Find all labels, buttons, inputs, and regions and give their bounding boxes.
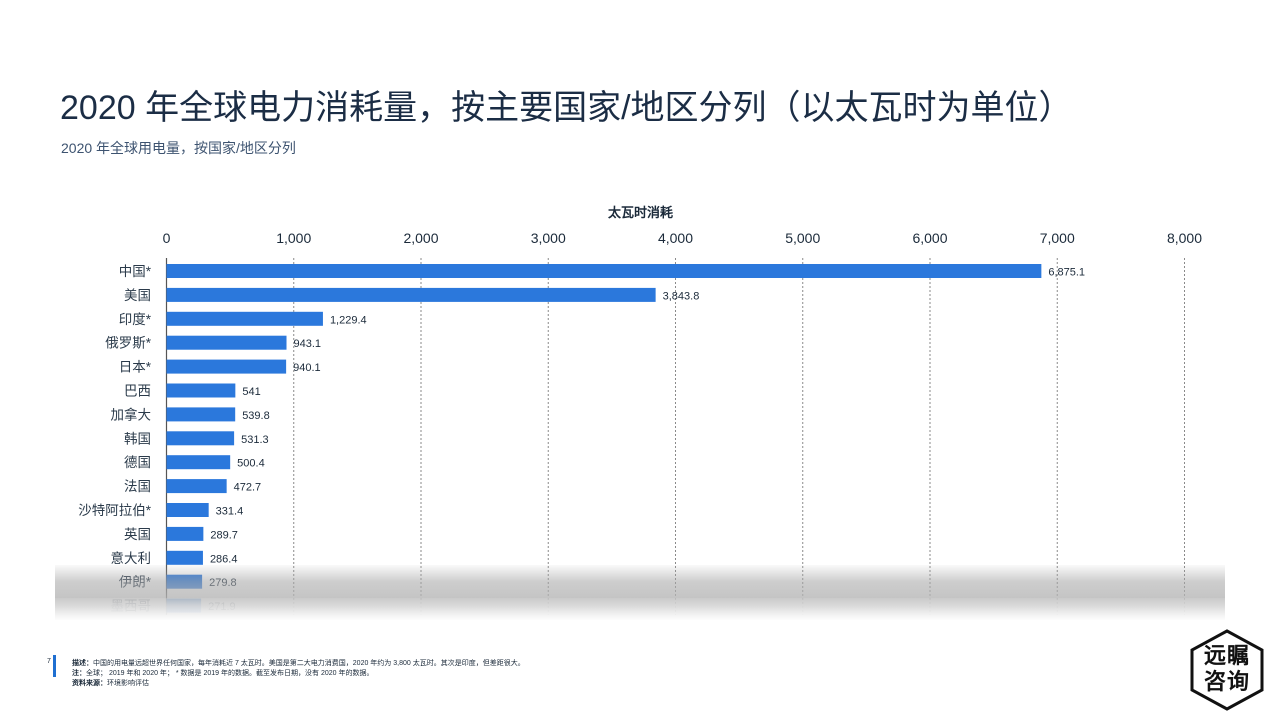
logo-line-1: 远瞩 [1203,643,1250,668]
logo-text: 远瞩 咨询 [1189,643,1265,695]
bar [166,550,203,565]
source-text: 环境影响评估 [107,680,149,687]
bar [166,526,204,541]
value-label: 3,843.8 [663,290,700,302]
scroll-fade-bottom [55,598,1225,620]
value-label: 500.4 [237,458,265,470]
value-label: 286.4 [210,553,238,565]
bar [166,407,236,422]
value-label: 539.8 [242,410,270,422]
value-label: 943.1 [294,338,322,350]
bar [166,383,236,398]
category-label: 日本* [119,360,152,375]
bar [166,455,231,470]
note-text: 全球； 2019 年和 2020 年； * 数据是 2019 年的数据。截至发布… [86,670,374,677]
x-tick-label: 7,000 [1040,230,1075,246]
company-logo: 远瞩 咨询 [1189,629,1265,711]
bar [166,503,209,517]
x-tick-label: 2,000 [403,230,438,246]
note-line: 注：全球； 2019 年和 2020 年； * 数据是 2019 年的数据。截至… [72,669,525,679]
page-number: 7 [47,658,51,665]
bar [166,264,1042,278]
source-line: 资料来源：环境影响评估 [72,679,525,689]
notes-accent-bar [53,655,56,677]
category-label: 中国* [119,264,152,279]
page-title: 2020 年全球电力消耗量，按主要国家/地区分列（以太瓦时为单位） [60,89,1073,127]
value-label: 940.1 [293,362,321,374]
description-label: 描述： [72,660,93,667]
x-axis-title: 太瓦时消耗 [607,205,673,220]
category-label: 德国 [124,455,151,470]
category-label: 沙特阿拉伯* [78,503,151,518]
bar [166,479,227,494]
x-tick-label: 8,000 [1167,230,1202,246]
x-tick-label: 0 [163,230,171,246]
value-label: 541 [242,386,260,398]
logo-hexagon-icon [1190,629,1264,711]
value-label: 331.4 [216,506,244,518]
source-label: 资料来源： [72,680,107,687]
bar-chart: 太瓦时消耗 0 1,000 2,000 3,000 4,000 5,000 6,000 7,00… [78,205,1202,615]
description-text: 中国的用电量远超世界任何国家，每年消耗近 7 太瓦时。美国是第二大电力消费国，2… [93,660,525,667]
bar [166,311,323,326]
x-tick-label: 5,000 [785,230,820,246]
category-label: 韩国 [124,431,151,446]
category-label: 俄罗斯* [105,336,151,351]
value-label: 6,875.1 [1048,267,1085,279]
value-label: 289.7 [210,529,238,541]
description-line: 描述：中国的用电量远超世界任何国家，每年消耗近 7 太瓦时。美国是第二大电力消费… [72,659,525,669]
category-label: 加拿大 [111,406,152,422]
logo-line-2: 咨询 [1203,669,1250,694]
value-label: 472.7 [234,482,262,494]
category-label: 巴西 [124,384,151,399]
x-tick-label: 6,000 [912,230,947,246]
value-label: 531.3 [241,434,269,446]
bar [166,431,235,446]
value-label: 1,229.4 [330,314,367,326]
category-label: 伊朗* [119,575,152,590]
note-label: 注： [72,670,86,677]
category-label: 美国 [124,288,151,303]
bar [166,335,287,350]
x-tick-label: 4,000 [658,230,693,246]
bar [166,359,287,374]
bar [166,574,203,589]
category-label: 意大利 [111,550,152,566]
x-tick-label: 3,000 [531,230,566,246]
value-label: 279.8 [209,577,237,589]
category-label: 法国 [124,479,151,494]
category-label: 英国 [124,526,151,542]
x-tick-label: 1,000 [276,230,311,246]
category-label: 印度* [119,312,152,327]
page-subtitle: 2020 年全球用电量，按国家/地区分列 [61,140,296,156]
footnotes: 描述：中国的用电量远超世界任何国家，每年消耗近 7 太瓦时。美国是第二大电力消费… [72,659,525,689]
bar [166,287,656,302]
